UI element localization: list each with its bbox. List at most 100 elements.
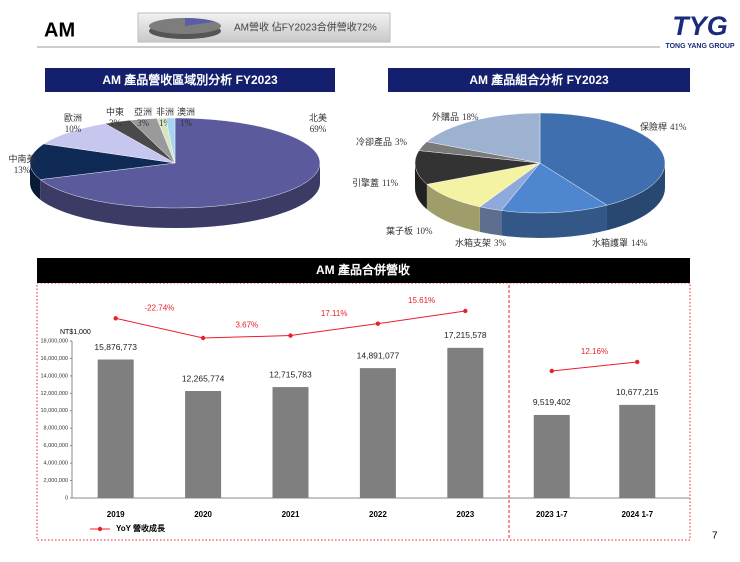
pie-slice xyxy=(426,112,541,164)
slice-label-group: 水箱護罩 14% xyxy=(592,237,648,248)
slice-label: 外購品 xyxy=(432,111,459,122)
bar xyxy=(447,347,484,498)
bar xyxy=(185,391,222,498)
slice-label: 水箱支架 xyxy=(455,237,491,248)
y-tick-label: 18,000,000 xyxy=(40,338,68,344)
slice-value-label: 1% xyxy=(180,118,193,128)
trend-marker xyxy=(113,316,118,321)
pie-slice-side xyxy=(606,163,665,231)
legend-label: YoY 營收成長 xyxy=(116,523,166,533)
pie-slice-side xyxy=(479,206,502,236)
slice-label: 水箱護罩 xyxy=(592,237,628,248)
bar xyxy=(533,414,570,498)
slice-label: 中東 xyxy=(106,106,124,117)
trend-marker xyxy=(635,359,640,365)
pie-slice xyxy=(426,162,541,208)
slice-label: 歐洲 xyxy=(64,112,82,123)
slice-value-label: 41% xyxy=(670,122,687,132)
pie-slice xyxy=(43,123,176,164)
yoy-label: 15.61% xyxy=(408,296,435,305)
yoy-label: 12.16% xyxy=(581,347,608,356)
slice-label: 亞洲 xyxy=(134,107,152,117)
y-tick-label: 2,000,000 xyxy=(44,478,68,484)
slice-label-group: 外購品 18% xyxy=(432,111,479,122)
chart-title-bar xyxy=(388,68,690,92)
y-axis-label: NT$1,000 xyxy=(60,329,91,336)
y-tick-label: 6,000,000 xyxy=(44,443,68,449)
slice-label: 北美 xyxy=(309,112,327,123)
banner-text: AM營收 佔FY2023合併營收72% xyxy=(234,21,377,34)
slice-value-label: 18% xyxy=(462,112,479,122)
bar-value-label: 12,715,783 xyxy=(269,369,312,379)
slice-value-label: 3% xyxy=(137,118,150,128)
y-tick-label: 0 xyxy=(65,495,68,501)
bar-value-label: 9,519,402 xyxy=(533,397,571,407)
pie-slice xyxy=(539,112,666,206)
x-tick-label: 2020 xyxy=(194,510,212,519)
slice-label: 澳洲 xyxy=(177,106,195,117)
pie-slice-side xyxy=(30,163,41,200)
trend-marker xyxy=(375,321,381,326)
slice-label-group: 水箱支架 3% xyxy=(455,237,507,248)
legend-marker xyxy=(97,526,103,532)
page-number: 7 xyxy=(712,531,718,542)
bar-value-label: 12,265,774 xyxy=(182,373,225,383)
trend-marker xyxy=(549,368,554,374)
bar-value-label: 15,876,773 xyxy=(94,342,137,352)
y-tick-label: 14,000,000 xyxy=(40,373,68,379)
slice-value-label: 10% xyxy=(416,226,433,236)
slice-label: 中南美 xyxy=(8,153,35,164)
pie-slice xyxy=(39,117,321,209)
slide-title: AM xyxy=(44,19,75,41)
slice-label-group: 保險桿 41% xyxy=(640,121,687,132)
y-tick-label: 8,000,000 xyxy=(44,426,68,432)
slice-label: 引擎蓋 xyxy=(352,177,379,188)
bar-value-label: 10,677,215 xyxy=(616,387,659,397)
pie-slice-side xyxy=(415,163,427,210)
slice-label-group: 引擎蓋 11% xyxy=(352,177,399,188)
slice-label: 保險桿 xyxy=(640,121,667,132)
slice-label-group: 冷卻產品 3% xyxy=(356,136,408,147)
pie-slice xyxy=(165,117,176,164)
logo: TYG xyxy=(672,11,728,41)
pie-slice xyxy=(414,150,541,185)
trend-marker xyxy=(200,335,206,341)
slice-value-label: 13% xyxy=(14,165,31,175)
chart-title: AM 產品組合分析 FY2023 xyxy=(469,72,609,87)
slice-value-label: 1% xyxy=(159,118,172,128)
banner-icon xyxy=(149,18,221,39)
x-tick-label: 2023 1-7 xyxy=(536,510,568,519)
chart-title-bar xyxy=(37,258,690,283)
y-tick-label: 16,000,000 xyxy=(40,356,68,362)
trend-marker xyxy=(288,333,293,338)
x-tick-label: 2021 xyxy=(282,510,300,519)
slice-label: 葉子板 xyxy=(386,225,413,236)
slice-label-group: 葉子板 10% xyxy=(386,225,433,236)
x-tick-label: 2022 xyxy=(369,510,387,519)
slice-value-label: 3% xyxy=(109,118,122,128)
bar xyxy=(619,404,656,498)
x-tick-label: 2023 xyxy=(456,510,474,519)
chart-title-bar xyxy=(45,68,335,92)
logo-subtitle: TONG YANG GROUP xyxy=(665,43,734,50)
trend-marker xyxy=(463,308,468,314)
slice-value-label: 10% xyxy=(65,124,82,134)
slice-label: 非洲 xyxy=(156,106,174,117)
bar xyxy=(359,368,396,498)
trend-line xyxy=(551,361,638,372)
y-tick-label: 10,000,000 xyxy=(40,408,68,414)
x-tick-label: 2024 1-7 xyxy=(621,510,653,519)
slice-value-label: 3% xyxy=(494,238,507,248)
pie-slice-side xyxy=(426,184,480,232)
bar-value-label: 17,215,578 xyxy=(444,330,487,340)
bar xyxy=(272,387,309,498)
slice-label: 冷卻產品 xyxy=(356,136,392,147)
slice-value-label: 14% xyxy=(631,238,648,248)
yoy-label: 17.11% xyxy=(321,309,348,318)
slice-value-label: 69% xyxy=(310,124,327,134)
bar xyxy=(97,359,134,498)
chart-title: AM 產品營收區域別分析 FY2023 xyxy=(102,72,278,87)
y-tick-label: 12,000,000 xyxy=(40,391,68,397)
pie-slice xyxy=(500,162,608,214)
